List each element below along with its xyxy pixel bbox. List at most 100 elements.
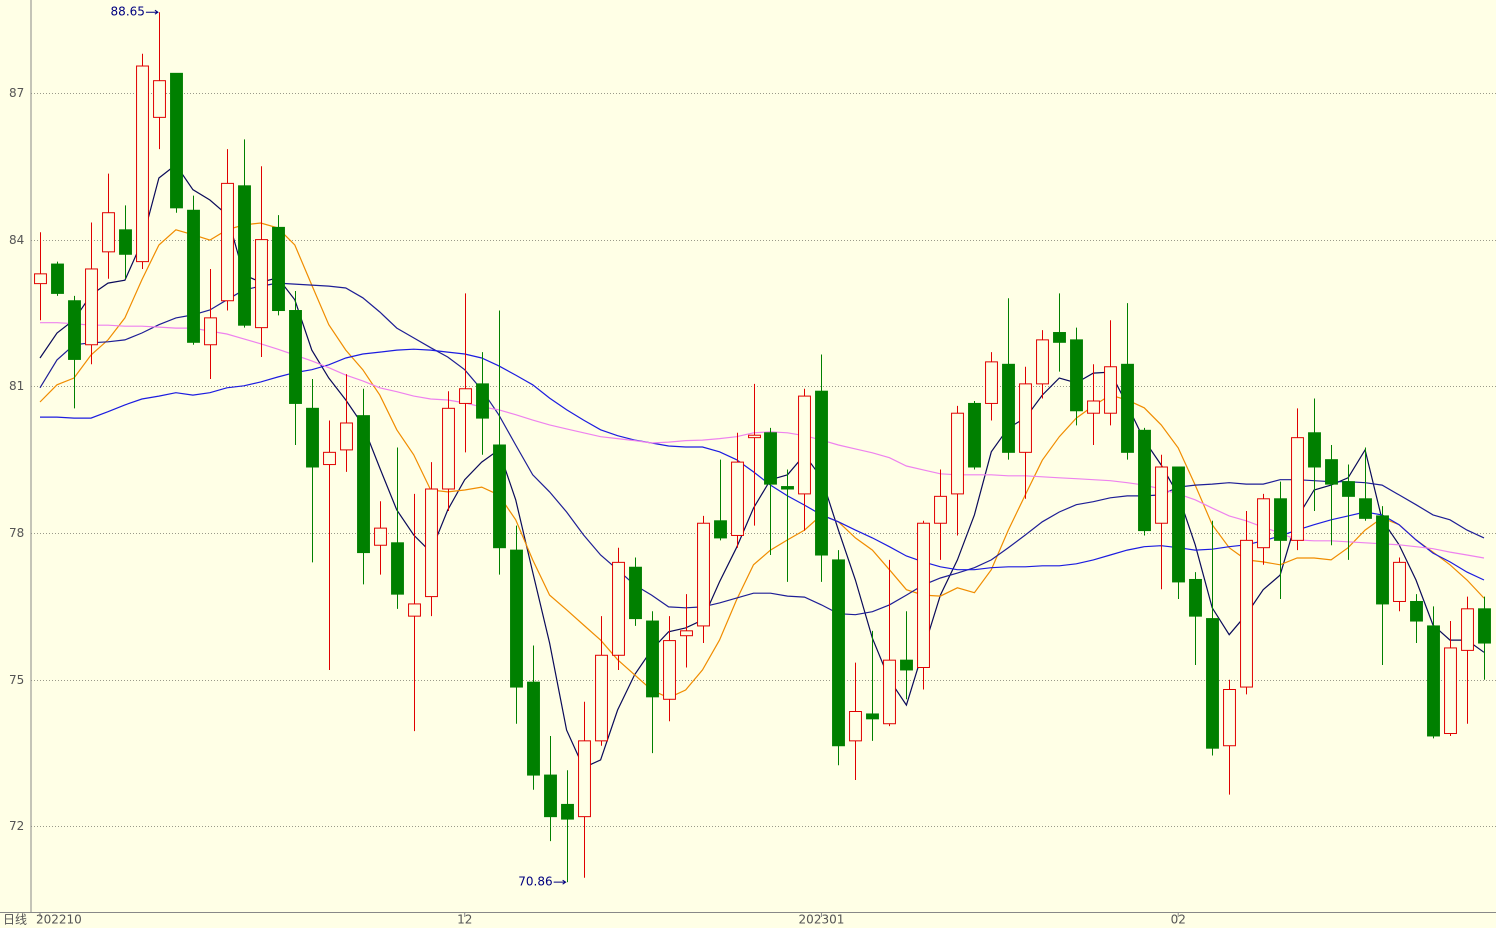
candle-body-down [1206, 618, 1219, 749]
candle-body-up [1461, 608, 1474, 651]
candle-body-down [1172, 466, 1185, 583]
candle-body-up [731, 461, 744, 536]
candle-body-down [866, 713, 879, 720]
x-tick-label: 202301 [799, 913, 845, 927]
candle-body-down [714, 520, 727, 539]
candle-body-down [391, 542, 404, 595]
y-tick-label: 84 [9, 233, 24, 247]
candle-body-up [1240, 539, 1253, 688]
candle-body-down [1121, 363, 1134, 453]
candle-body-up [34, 273, 47, 285]
candle-body-up [680, 630, 693, 637]
y-tick-label: 81 [9, 379, 24, 393]
candle-body-up [697, 522, 710, 627]
candle-body-down [1002, 363, 1015, 453]
candle-body-down [119, 229, 132, 255]
grid: 72 75 78 81 84 87 [9, 86, 1496, 833]
candle-body-down [1070, 339, 1083, 412]
candle-body-up [1393, 561, 1406, 602]
candle-body-up [204, 317, 217, 346]
candles [34, 12, 1491, 883]
candle-body-up [323, 451, 336, 466]
candle-body-down [781, 486, 794, 490]
candle-body-up [1257, 498, 1270, 549]
x-tick-label: 202210 [36, 913, 82, 927]
extreme-label: 88.65 [111, 5, 145, 19]
candle-body-up [883, 659, 896, 725]
candle-body-down [1359, 498, 1372, 519]
candle-body-down [1138, 429, 1151, 532]
candle-body-down [815, 390, 828, 556]
candle-body-up [1036, 339, 1049, 385]
candle-body-down [510, 549, 523, 688]
candle-body-up [408, 603, 421, 617]
candle-body-up [340, 422, 353, 451]
candle-body-down [646, 620, 659, 698]
candle-body-up [1444, 647, 1457, 735]
candle-body-down [68, 300, 81, 360]
candle-body-up [1223, 689, 1236, 747]
candle-body-down [306, 407, 319, 468]
candle-body-up [1104, 366, 1117, 414]
candle-body-down [357, 415, 370, 554]
candle-body-down [1325, 459, 1338, 485]
candle-body-down [1478, 608, 1491, 644]
candle-body-down [968, 402, 981, 468]
candle-body-down [238, 185, 251, 326]
candle-body-down [1427, 625, 1440, 737]
candle-body-up [748, 434, 761, 439]
candle-body-up [849, 711, 862, 742]
extreme-label: 70.86 [518, 875, 552, 889]
candle-body-up [595, 654, 608, 742]
labels: 202210 12 202301 02 88.65 70.86 [36, 5, 1186, 927]
candle-body-up [374, 527, 387, 546]
extreme-arrow [553, 879, 567, 885]
candle-body-down [476, 383, 489, 419]
candle-body-up [578, 740, 591, 818]
candle-body-up [917, 522, 930, 668]
candle-body-up [1291, 437, 1304, 541]
candle-body-down [493, 444, 506, 549]
candle-body-up [102, 212, 115, 253]
candle-body-up [985, 361, 998, 404]
candle-body-down [527, 681, 540, 776]
candle-body-down [900, 659, 913, 671]
candle-body-down [289, 310, 302, 404]
candle-body-up [459, 388, 472, 404]
candle-body-down [187, 209, 200, 343]
candle-body-down [1189, 578, 1202, 617]
candle-body-down [272, 226, 285, 312]
candle-body-up [1019, 383, 1032, 453]
x-tick-label: 12 [457, 913, 472, 927]
candle-body-up [136, 65, 149, 263]
y-tick-label: 75 [9, 673, 24, 687]
ma-line [40, 322, 1485, 559]
period-label: 日线 [3, 913, 27, 927]
candle-body-down [170, 72, 183, 209]
y-tick-label: 87 [9, 86, 24, 100]
y-tick-label: 78 [9, 526, 24, 540]
candle-body-up [798, 395, 811, 495]
candle-body-up [663, 640, 676, 700]
candle-body-down [1308, 432, 1321, 468]
candle-body-up [951, 412, 964, 495]
extreme-arrow [145, 9, 159, 15]
candle-body-down [832, 559, 845, 747]
candle-body-up [1155, 466, 1168, 524]
candle-body-down [51, 263, 64, 294]
candle-body-up [612, 561, 625, 656]
candle-body-down [544, 774, 557, 818]
candle-body-up [255, 239, 268, 329]
candle-body-up [221, 182, 234, 302]
candle-body-down [1274, 498, 1287, 541]
candle-body-down [1342, 481, 1355, 497]
candle-body-up [425, 488, 438, 598]
candle-body-up [1087, 400, 1100, 414]
candle-body-down [1053, 332, 1066, 343]
candle-body-down [561, 803, 574, 820]
candle-body-up [442, 407, 455, 490]
y-tick-label: 72 [9, 819, 24, 833]
candle-body-up [85, 268, 98, 346]
